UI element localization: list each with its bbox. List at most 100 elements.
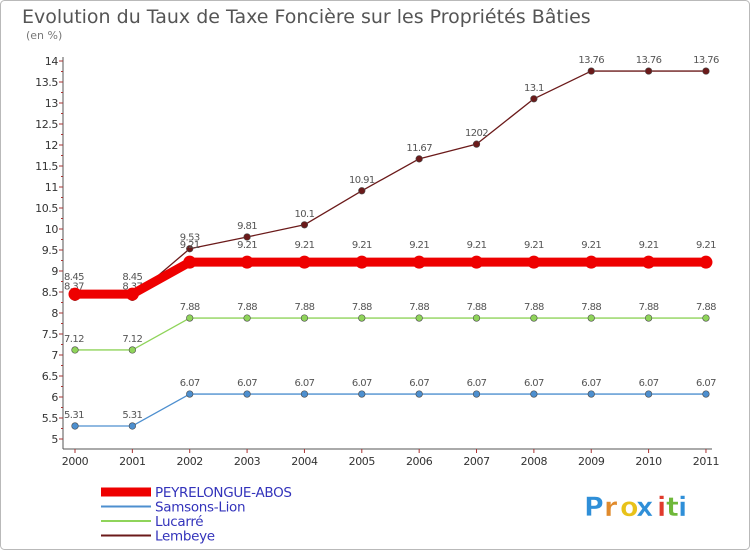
y-tick-label: 7.5	[42, 328, 59, 341]
logo-letter: t	[666, 492, 679, 523]
logo-letter: i	[657, 492, 666, 523]
data-point	[587, 390, 595, 398]
series-lucarr-: 7.12 7.12 7.88 7.88 7.88 7.88 7.88 7.88 7.88 7.88…	[64, 302, 717, 354]
data-point	[71, 346, 79, 354]
data-label: 9.21	[352, 240, 372, 251]
data-point	[415, 314, 423, 322]
data-point	[644, 390, 653, 398]
data-point	[243, 314, 251, 322]
data-label: 10.1	[295, 209, 315, 220]
data-point	[297, 255, 311, 269]
chart-title: Evolution du Taux de Taxe Foncière sur l…	[22, 6, 591, 28]
data-point	[587, 67, 595, 75]
series-layer: 5.31 5.31 6.07 6.07 6.07 6.07 6.07 6.07 6.07 6.07…	[64, 55, 720, 430]
data-point	[358, 314, 366, 322]
data-label: 13.1	[524, 83, 544, 94]
data-point	[472, 314, 481, 322]
data-point	[128, 422, 136, 430]
y-tick-label: 11.5	[35, 160, 58, 173]
data-point	[702, 67, 710, 75]
data-label: 7.88	[639, 302, 659, 313]
logo-letter: i	[678, 492, 687, 523]
data-point	[125, 287, 139, 301]
logo-letter: o	[620, 492, 639, 523]
data-label: 13.76	[578, 55, 604, 66]
y-tick-label: 5.5	[42, 412, 59, 425]
legend-label: Lucarré	[155, 514, 203, 530]
y-tick-label: 9.5	[42, 244, 59, 257]
data-point	[243, 233, 251, 241]
data-label: 6.07	[409, 378, 429, 389]
logo-letter: x	[636, 492, 653, 523]
x-tick-label: 2000	[62, 455, 89, 468]
data-point	[644, 67, 653, 75]
legend-label: Lembeye	[155, 529, 215, 545]
y-tick-label: 10	[45, 223, 59, 236]
data-point	[415, 155, 423, 163]
y-tick-label: 13	[45, 97, 59, 110]
data-label: 6.07	[295, 378, 315, 389]
x-tick-label: 2001	[119, 455, 145, 468]
data-point	[68, 287, 82, 301]
x-tick-label: 2007	[463, 455, 490, 468]
y-tick-label: 14	[45, 55, 59, 68]
data-label: 9.21	[180, 240, 200, 251]
data-point	[300, 390, 309, 398]
data-label: 7.88	[696, 302, 716, 313]
data-label: 9.21	[237, 240, 257, 251]
data-point	[358, 390, 366, 398]
y-tick-label: 13.5	[35, 76, 58, 89]
x-tick-label: 2010	[635, 455, 662, 468]
data-label: 8.45	[122, 272, 142, 283]
data-label: 6.07	[639, 378, 659, 389]
logo-letter: r	[604, 492, 618, 523]
data-label: 7.88	[524, 302, 544, 313]
data-label: 9.21	[409, 240, 429, 251]
data-label: 6.07	[467, 378, 487, 389]
data-label: 5.31	[122, 410, 142, 421]
x-tick-label: 2004	[291, 455, 318, 468]
data-point	[472, 140, 481, 148]
data-point	[702, 390, 710, 398]
y-tick-label: 8	[51, 307, 58, 320]
x-tick-label: 2009	[578, 455, 605, 468]
data-point	[584, 255, 598, 269]
data-label: 9.81	[237, 221, 257, 232]
data-point	[183, 255, 197, 269]
series-peyrelongue-abos: 8.45 8.45 9.21 9.21 9.21 9.21 9.21 9.21 9.21 9.21…	[64, 240, 717, 301]
y-tick-label: 9	[51, 265, 58, 278]
data-label: 1202	[465, 128, 488, 139]
data-point	[530, 314, 538, 322]
data-point	[412, 255, 426, 269]
data-label: 8.45	[64, 272, 84, 283]
data-point	[702, 314, 710, 322]
data-point	[243, 390, 251, 398]
data-label: 7.12	[64, 334, 84, 345]
data-point	[300, 221, 309, 229]
data-label: 6.07	[352, 378, 372, 389]
data-point	[300, 314, 309, 322]
data-label: 7.88	[467, 302, 487, 313]
data-point	[186, 245, 194, 253]
y-tick-label: 6.5	[42, 370, 59, 383]
data-label: 9.21	[581, 240, 601, 251]
legend-label: Samsons-Lion	[155, 500, 245, 516]
data-label: 7.12	[122, 334, 142, 345]
data-label: 11.67	[406, 143, 432, 154]
data-label: 7.88	[237, 302, 257, 313]
data-point	[527, 255, 541, 269]
x-tick-label: 2002	[177, 455, 203, 468]
x-tick-label: 2005	[349, 455, 376, 468]
data-label: 8.37	[64, 281, 84, 292]
data-label: 6.07	[524, 378, 544, 389]
data-label: 6.07	[581, 378, 601, 389]
data-label: 5.31	[64, 410, 84, 421]
data-point	[642, 255, 656, 269]
data-label: 9.21	[639, 240, 659, 251]
data-point	[240, 255, 254, 269]
data-label: 7.88	[409, 302, 429, 313]
legend-label: PEYRELONGUE-ABOS	[155, 485, 292, 501]
data-point	[186, 390, 194, 398]
data-label: 9.21	[295, 240, 315, 251]
